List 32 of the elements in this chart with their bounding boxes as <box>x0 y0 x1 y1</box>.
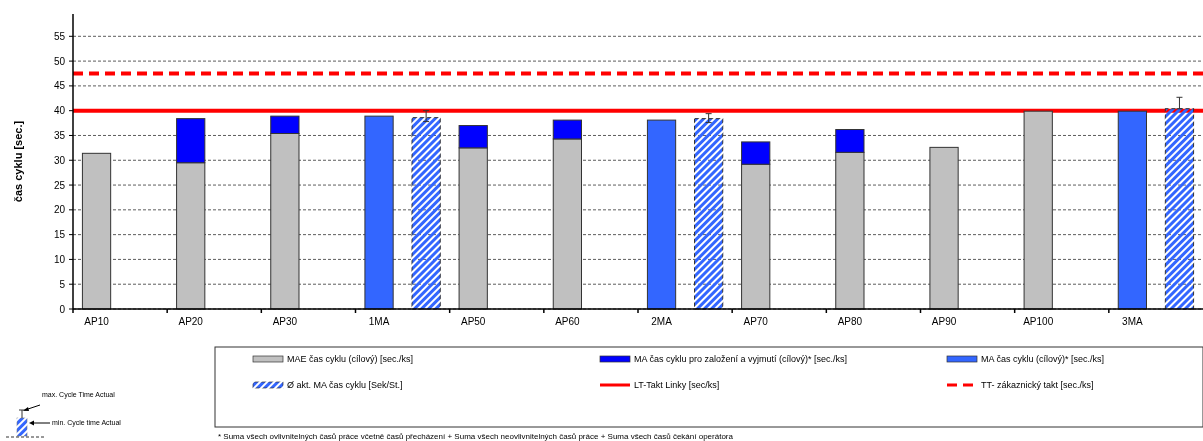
text: * Suma všech ovlivnitelných časů práce včetně časů přecházení + Suma všech neovlivnitelných časů práce + Suma všech časů čekání operátora <box>218 432 734 441</box>
y-tick-label: 10 <box>53 253 66 265</box>
legend-label: Ø akt. MA čas cyklu [Sek/St.] <box>287 380 403 391</box>
y-tick-label: 20 <box>53 204 66 216</box>
legend-label: LT-Takt Linky [sec/ks] <box>634 380 720 391</box>
y-tick-label: 30 <box>53 154 66 166</box>
legend-label: TT- zákaznický takt [sec./ks] <box>981 380 1094 391</box>
x-tick-label: AP60 <box>555 316 581 327</box>
legend-label: MAE čas cyklu (cílový) [sec./ks] <box>287 354 414 365</box>
x-tick-label: 2MA <box>651 316 673 327</box>
x-tick-label: AP30 <box>272 316 298 327</box>
y-tick-label: 25 <box>53 179 66 191</box>
x-tick-label: 1MA <box>368 316 390 327</box>
x-tick-label: 3MA <box>1122 316 1143 327</box>
y-tick-label: 35 <box>53 129 66 141</box>
x-tick-label: AP80 <box>837 316 863 327</box>
y-axis-title: čas cyklu [sec.] <box>12 120 24 203</box>
legend-label: MA čas cyklu (cílový)* [sec./ks] <box>981 354 1105 365</box>
y-tick-label: 5 <box>59 278 66 290</box>
y-tick-label: 55 <box>53 30 66 42</box>
y-tick-label: 0 <box>59 303 66 315</box>
x-tick-label: AP90 <box>931 316 957 327</box>
x-tick-label: AP100 <box>1023 316 1054 327</box>
y-tick-label: 45 <box>53 80 66 92</box>
y-tick-label: 50 <box>53 55 66 67</box>
x-tick-label: AP70 <box>743 316 769 327</box>
x-tick-label: AP10 <box>84 316 110 327</box>
legend-label: MA čas cyklu pro založení a vyjmutí (cílový)* [sec./ks] <box>634 354 848 365</box>
y-tick-label: 15 <box>53 229 66 241</box>
y-tick-label: 40 <box>53 105 66 117</box>
x-tick-label: AP50 <box>460 316 486 327</box>
x-tick-label: AP20 <box>178 316 204 327</box>
